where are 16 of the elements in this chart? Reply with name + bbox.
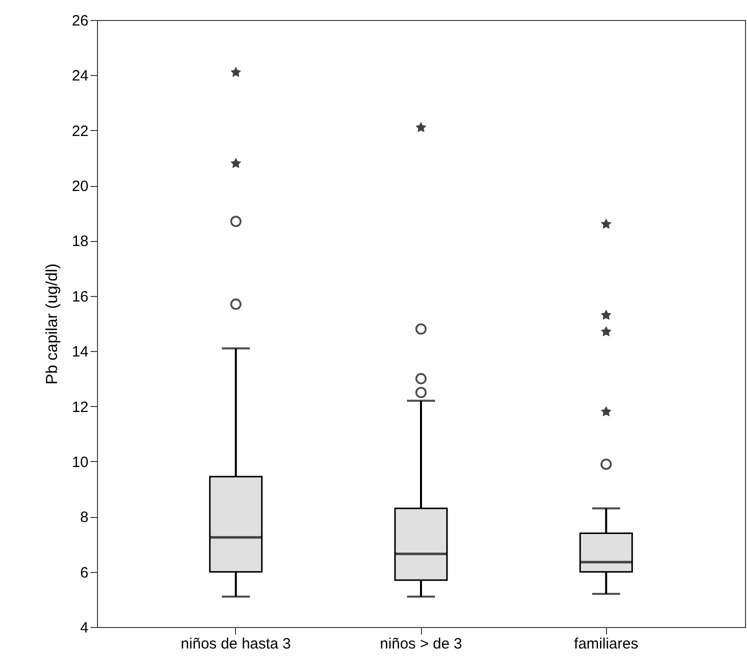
y-tick-label: 20 xyxy=(72,178,88,196)
y-tick-label: 12 xyxy=(72,398,88,416)
y-tick-label: 16 xyxy=(72,288,88,306)
y-axis-title: Pb capilar (ug/dl) xyxy=(44,264,61,384)
y-tick-label: 24 xyxy=(72,68,88,85)
x-tick-label: niños de hasta 3 xyxy=(180,636,291,652)
y-tick-label: 18 xyxy=(72,233,88,250)
y-tick-label: 6 xyxy=(80,564,88,582)
y-tick-label: 10 xyxy=(72,454,88,471)
y-tick-label: 4 xyxy=(80,620,88,636)
y-tick-label: 22 xyxy=(72,122,88,140)
y-tick-label: 8 xyxy=(80,509,88,526)
y-tick-label: 14 xyxy=(72,344,88,361)
x-tick-label: familiares xyxy=(574,636,638,652)
y-tick-label: 26 xyxy=(72,12,88,30)
x-tick-label: niños > de 3 xyxy=(380,636,462,652)
